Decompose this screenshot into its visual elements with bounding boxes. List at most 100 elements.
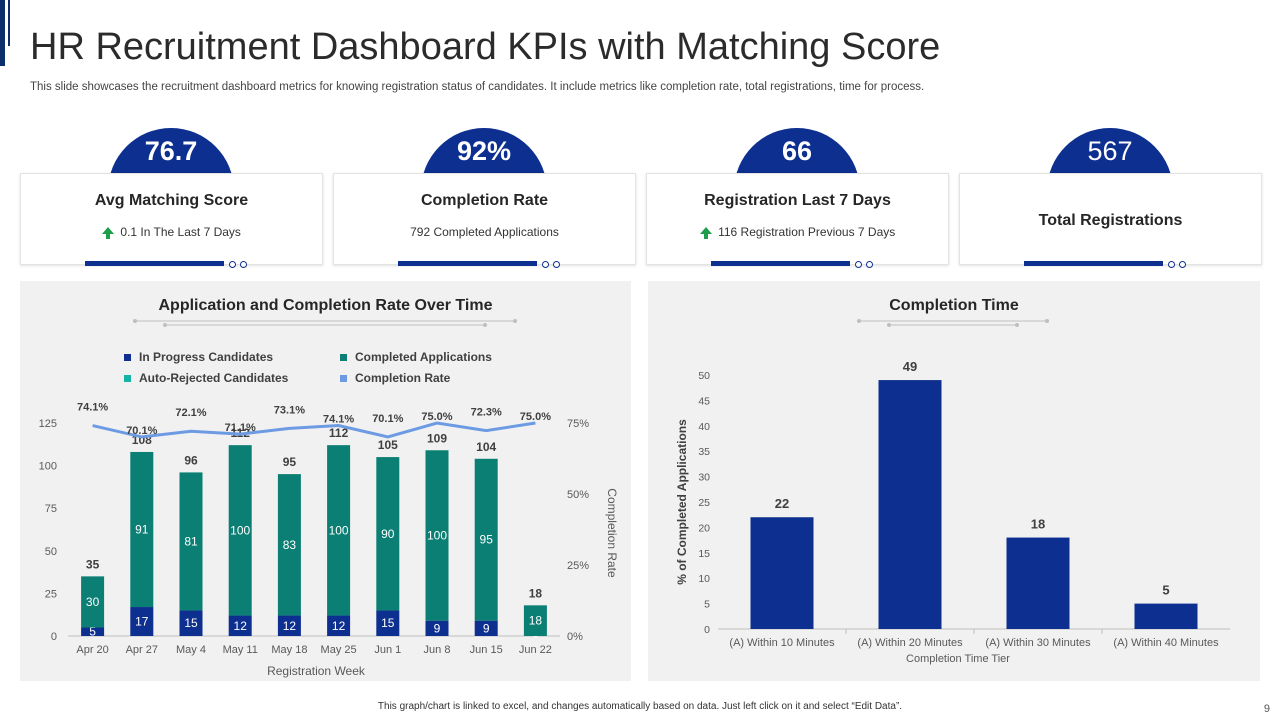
y2-tick-label: 75% xyxy=(567,418,589,430)
x-tick-label: May 4 xyxy=(176,644,206,656)
bar-total-label: 104 xyxy=(476,440,496,454)
bar-data-label: 83 xyxy=(283,538,297,552)
up-arrow-icon xyxy=(102,227,115,239)
x-tick-label: (A) Within 20 Minutes xyxy=(857,637,963,649)
y2-axis-label: Completion Rate xyxy=(605,488,619,578)
bar-data-label: 12 xyxy=(283,619,297,633)
bar-segment xyxy=(179,472,203,611)
bar-segment xyxy=(376,457,400,611)
bar-segment xyxy=(130,451,154,608)
bar-segment xyxy=(523,605,547,636)
completion-time-chart[interactable]: 0 5 10 15 20 25 30 35 40 45 50 % of Completed Appli… xyxy=(648,281,1260,681)
y-tick-label: 125 xyxy=(39,418,57,430)
application-completion-chart[interactable]: In Progress Candidates Completed Applicat… xyxy=(20,281,631,681)
bar-segment xyxy=(327,445,351,616)
x-tick-label: Jun 22 xyxy=(519,644,552,656)
bar-segment xyxy=(81,627,105,636)
line-data-label: 74.1% xyxy=(323,414,354,426)
bar-segment xyxy=(228,615,252,636)
bar xyxy=(750,517,814,629)
completion-time-chart-panel: Completion Time 0 5 10 15 20 25 30 35 40 45 50 % of… xyxy=(648,281,1260,681)
kpi-underline xyxy=(1024,261,1163,266)
kpi-underline xyxy=(398,261,537,266)
bar-data-label: 22 xyxy=(775,496,789,511)
title-divider-dot-icon xyxy=(483,323,487,327)
kpi-card-completion-rate[interactable]: 92% Completion Rate 792 Completed Applic… xyxy=(333,128,636,270)
line-data-label: 73.1% xyxy=(274,404,305,416)
y-tick-label: 25 xyxy=(698,497,710,509)
y-tick-label: 25 xyxy=(45,588,57,600)
legend-swatch xyxy=(340,375,347,382)
bar-segment xyxy=(277,615,301,636)
bar-data-label: 17 xyxy=(135,615,149,629)
kpi-subtext-label: 116 Registration Previous 7 Days xyxy=(718,225,896,239)
bar-total-label: 35 xyxy=(86,557,100,571)
bar-segment xyxy=(81,576,105,628)
kpi-subtext-label: 0.1 In The Last 7 Days xyxy=(120,225,241,239)
kpi-dot-icon xyxy=(855,261,862,268)
title-divider-dot-icon xyxy=(513,319,517,323)
line-data-label: 75.0% xyxy=(520,411,551,423)
bar-data-label: 95 xyxy=(480,533,494,547)
kpi-subtext: 792 Completed Applications xyxy=(410,225,559,239)
bar-segment xyxy=(474,620,498,636)
chart-title: Completion Time xyxy=(889,297,1019,314)
x-tick-label: Jun 1 xyxy=(374,644,401,656)
kpi-card-body xyxy=(333,173,636,265)
bar-data-label: 9 xyxy=(434,621,441,635)
kpi-card-registration-last-7-days[interactable]: 66 Registration Last 7 Days 116 Registra… xyxy=(646,128,949,270)
page-title: HR Recruitment Dashboard KPIs with Match… xyxy=(30,26,941,68)
line-data-label: 72.3% xyxy=(471,407,502,419)
kpi-subtext: 0.1 In The Last 7 Days xyxy=(20,225,323,239)
line-data-label: 70.1% xyxy=(372,413,403,425)
x-tick-label: May 11 xyxy=(223,644,258,656)
y-tick-label: 5 xyxy=(704,599,710,611)
y-tick-label: 75 xyxy=(45,503,57,515)
legend-swatch xyxy=(124,375,131,382)
bar-data-label: 90 xyxy=(381,527,395,541)
page-number: 9 xyxy=(1263,703,1270,715)
y-tick-label: 45 xyxy=(698,395,710,407)
bar-data-label: 30 xyxy=(86,595,100,609)
bar-data-label: 5 xyxy=(89,625,96,639)
bar-data-label: 5 xyxy=(1162,583,1169,598)
kpi-card-total-registrations[interactable]: 567 Total Registrations xyxy=(959,128,1262,270)
bar-data-label: 12 xyxy=(332,619,346,633)
y2-tick-label: 50% xyxy=(567,489,589,501)
title-accent-bar-thin xyxy=(8,0,10,46)
y2-tick-label: 25% xyxy=(567,560,589,572)
kpi-underline xyxy=(85,261,224,266)
bar-data-label: 12 xyxy=(234,619,248,633)
bar-total-label: 96 xyxy=(184,453,198,467)
x-tick-label: Apr 27 xyxy=(126,644,158,656)
bar-segment xyxy=(130,607,154,636)
bar-total-label: 95 xyxy=(283,455,297,469)
y-tick-label: 30 xyxy=(698,472,710,484)
y-tick-label: 15 xyxy=(698,548,710,560)
kpi-label: Avg Matching Score xyxy=(94,192,249,209)
kpi-label: Total Registrations xyxy=(1038,212,1183,229)
title-divider-dot-icon xyxy=(163,323,167,327)
bar-segment xyxy=(327,615,351,636)
y-tick-label: 10 xyxy=(698,573,710,585)
bar-data-label: 15 xyxy=(381,616,395,630)
bar-total-label: 105 xyxy=(378,438,398,452)
up-arrow-icon xyxy=(699,227,712,239)
bar-data-label: 100 xyxy=(427,528,447,542)
bar-segment xyxy=(376,610,400,636)
bar-data-label: 81 xyxy=(184,534,198,548)
bar-segment xyxy=(228,445,252,616)
x-axis-label: Completion Time Tier xyxy=(906,653,1010,665)
kpi-card-body xyxy=(959,173,1262,265)
kpi-dot-icon xyxy=(1179,261,1186,268)
completion-rate-line xyxy=(92,421,536,439)
kpi-dot-icon xyxy=(1168,261,1175,268)
line-data-label: 72.1% xyxy=(175,407,206,419)
line-data-label: 75.0% xyxy=(421,411,452,423)
kpi-card-avg-matching-score[interactable]: 76.7 Avg Matching Score 0.1 In The Last … xyxy=(20,128,323,270)
bar-data-label: 18 xyxy=(529,614,543,628)
bar-segment xyxy=(179,610,203,636)
legend-label: Auto-Rejected Candidates xyxy=(139,371,289,385)
x-tick-label: Jun 8 xyxy=(424,644,451,656)
bar-data-label: 49 xyxy=(903,359,917,374)
